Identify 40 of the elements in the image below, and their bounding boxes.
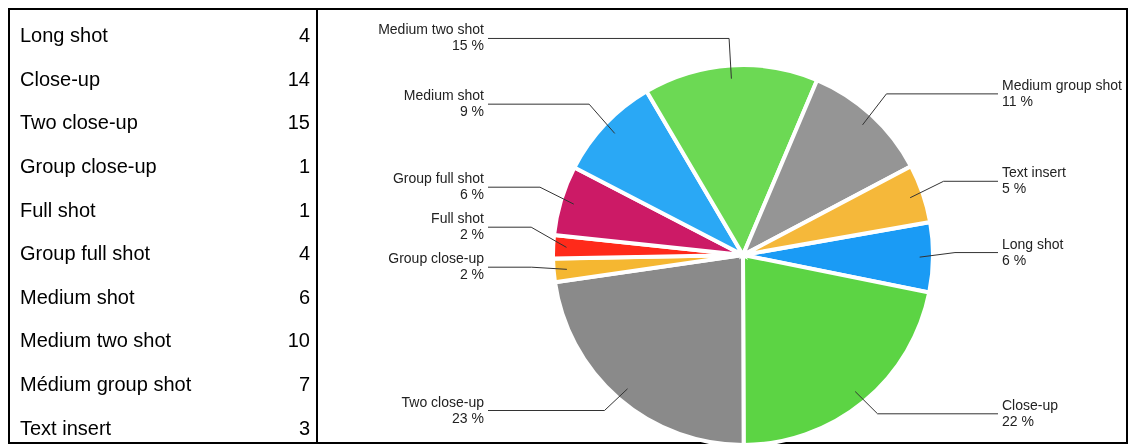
data-label: 6 % bbox=[1002, 251, 1027, 268]
slice-label: Text insert bbox=[1002, 164, 1066, 181]
slice-label: Group full shot bbox=[392, 170, 485, 187]
slice-label: Close-up bbox=[1002, 396, 1059, 413]
category-label: Group full shot bbox=[20, 242, 151, 266]
data-label: 6 bbox=[298, 285, 310, 309]
data-label: 3 bbox=[298, 416, 310, 440]
slice-label: Two close-up bbox=[401, 393, 485, 410]
data-label: 7 bbox=[298, 373, 310, 397]
data-label: 11 % bbox=[1002, 92, 1033, 109]
slice-label: Medium group shot bbox=[1002, 76, 1122, 93]
category-label: Close-up bbox=[20, 67, 101, 91]
data-label: 10 bbox=[287, 329, 310, 353]
category-label: Full shot bbox=[20, 198, 96, 222]
category-label: Medium two shot bbox=[20, 329, 172, 353]
category-label: Two close-up bbox=[20, 111, 138, 135]
data-label: 15 % bbox=[452, 37, 484, 54]
data-label: 15 bbox=[287, 111, 310, 135]
category-label: Medium shot bbox=[20, 285, 135, 309]
category-label: Text insert bbox=[20, 416, 112, 440]
category-label: Médium group shot bbox=[20, 373, 192, 397]
data-label: 2 % bbox=[459, 226, 484, 243]
data-label: 23 % bbox=[452, 409, 484, 426]
data-label: 1 bbox=[298, 155, 310, 179]
category-label: Group close-up bbox=[20, 155, 157, 179]
data-label: 1 bbox=[298, 198, 310, 222]
slice-label: Medium shot bbox=[403, 87, 485, 104]
slice-label: Group close-up bbox=[388, 250, 485, 267]
slice-label: Medium two shot bbox=[378, 21, 485, 38]
slice-label: Long shot bbox=[1002, 235, 1064, 252]
data-label: 6 % bbox=[459, 186, 484, 203]
data-label: 14 bbox=[287, 67, 310, 91]
data-label: 4 bbox=[298, 242, 310, 266]
data-label: 22 % bbox=[1002, 412, 1034, 429]
data-label: 4 bbox=[298, 24, 310, 48]
data-label: 5 % bbox=[1002, 180, 1027, 197]
data-label: 9 % bbox=[459, 103, 484, 120]
category-label: Long shot bbox=[20, 24, 108, 48]
slice-label: Full shot bbox=[431, 210, 485, 227]
data-label: 2 % bbox=[459, 266, 484, 283]
